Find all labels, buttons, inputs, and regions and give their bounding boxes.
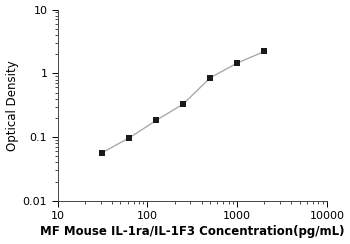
Point <box>234 61 240 65</box>
Point <box>99 151 105 155</box>
Point <box>208 76 213 80</box>
Point <box>153 118 159 122</box>
X-axis label: MF Mouse IL-1ra/IL-1F3 Concentration(pg/mL): MF Mouse IL-1ra/IL-1F3 Concentration(pg/… <box>40 225 345 238</box>
Point <box>180 102 186 106</box>
Point <box>126 136 132 140</box>
Point <box>261 50 267 53</box>
Y-axis label: Optical Density: Optical Density <box>6 60 19 151</box>
